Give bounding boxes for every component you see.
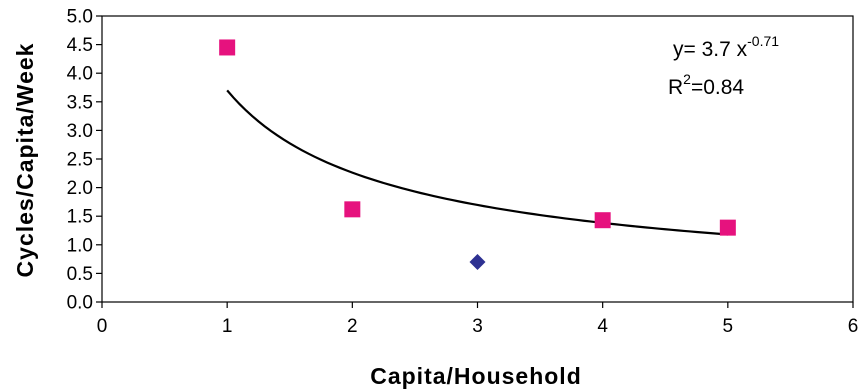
equation-exponent: -0.71 [747, 33, 779, 49]
data-point-square [344, 201, 361, 218]
r-squared-base: R [668, 76, 683, 99]
y-tick-label: 3.5 [67, 92, 93, 113]
y-tick-label: 0.0 [67, 293, 93, 314]
y-tick-label: 2.5 [67, 150, 93, 171]
x-tick-label: 5 [723, 316, 734, 337]
y-tick-label: 3.0 [67, 121, 93, 142]
y-tick-label: 4.0 [67, 64, 93, 85]
x-tick-label: 4 [597, 316, 608, 337]
x-tick-label: 3 [472, 316, 483, 337]
y-axis-ticks: 0.0 0.5 1.0 1.5 2.0 2.5 3.0 3.5 4.0 4.5 5.0 [67, 7, 102, 314]
x-axis-title: Capita/Household [370, 363, 582, 389]
y-tick-label: 1.0 [67, 235, 93, 256]
y-axis-title: Cycles/Capita/Week [12, 43, 38, 278]
r-squared-superscript: 2 [683, 71, 691, 87]
trend-line [226, 89, 728, 236]
r-squared-value: =0.84 [691, 76, 744, 99]
y-tick-label: 4.5 [67, 35, 93, 56]
data-point-diamond [469, 253, 486, 270]
x-tick-label: 0 [97, 316, 108, 337]
data-point-square [219, 39, 236, 56]
y-tick-label: 0.5 [67, 264, 93, 285]
x-axis-ticks: 0 1 2 3 4 5 6 [97, 302, 859, 337]
equation-base: y= 3.7 x [673, 38, 748, 61]
r-squared-label: R2=0.84 [668, 71, 744, 99]
x-tick-label: 6 [848, 316, 859, 337]
data-point-square [719, 219, 736, 236]
data-points [219, 39, 736, 270]
x-tick-label: 2 [347, 316, 358, 337]
y-tick-label: 5.0 [67, 7, 93, 28]
y-tick-label: 2.0 [67, 178, 93, 199]
data-point-square [594, 212, 611, 229]
equation-label: y= 3.7 x-0.71 [673, 33, 779, 61]
y-tick-label: 1.5 [67, 207, 93, 228]
x-tick-label: 1 [222, 316, 233, 337]
